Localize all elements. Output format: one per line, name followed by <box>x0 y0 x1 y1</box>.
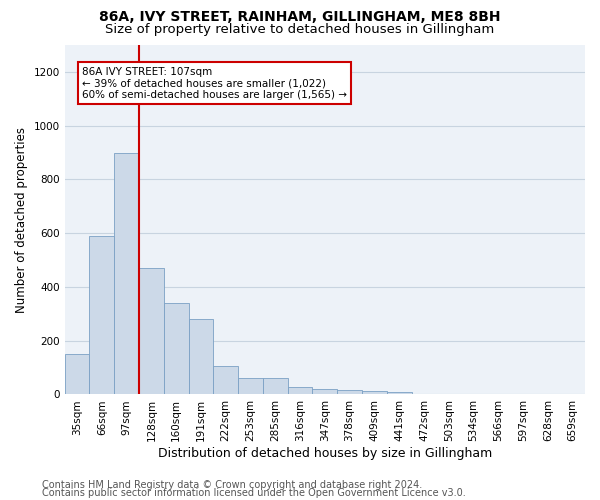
Bar <box>114 152 139 394</box>
Y-axis label: Number of detached properties: Number of detached properties <box>15 126 28 312</box>
Text: Contains public sector information licensed under the Open Government Licence v3: Contains public sector information licen… <box>42 488 466 498</box>
Bar <box>65 354 89 395</box>
Text: Size of property relative to detached houses in Gillingham: Size of property relative to detached ho… <box>106 22 494 36</box>
Bar <box>263 378 287 394</box>
Bar <box>89 236 114 394</box>
Bar <box>313 388 337 394</box>
Text: Contains HM Land Registry data © Crown copyright and database right 2024.: Contains HM Land Registry data © Crown c… <box>42 480 422 490</box>
Text: 86A, IVY STREET, RAINHAM, GILLINGHAM, ME8 8BH: 86A, IVY STREET, RAINHAM, GILLINGHAM, ME… <box>99 10 501 24</box>
X-axis label: Distribution of detached houses by size in Gillingham: Distribution of detached houses by size … <box>158 447 492 460</box>
Bar <box>238 378 263 394</box>
Bar <box>188 319 214 394</box>
Bar <box>387 392 412 394</box>
Bar <box>337 390 362 394</box>
Bar <box>287 387 313 394</box>
Bar <box>214 366 238 394</box>
Bar <box>362 391 387 394</box>
Bar <box>164 303 188 394</box>
Text: 86A IVY STREET: 107sqm
← 39% of detached houses are smaller (1,022)
60% of semi-: 86A IVY STREET: 107sqm ← 39% of detached… <box>82 66 347 100</box>
Bar <box>139 268 164 394</box>
